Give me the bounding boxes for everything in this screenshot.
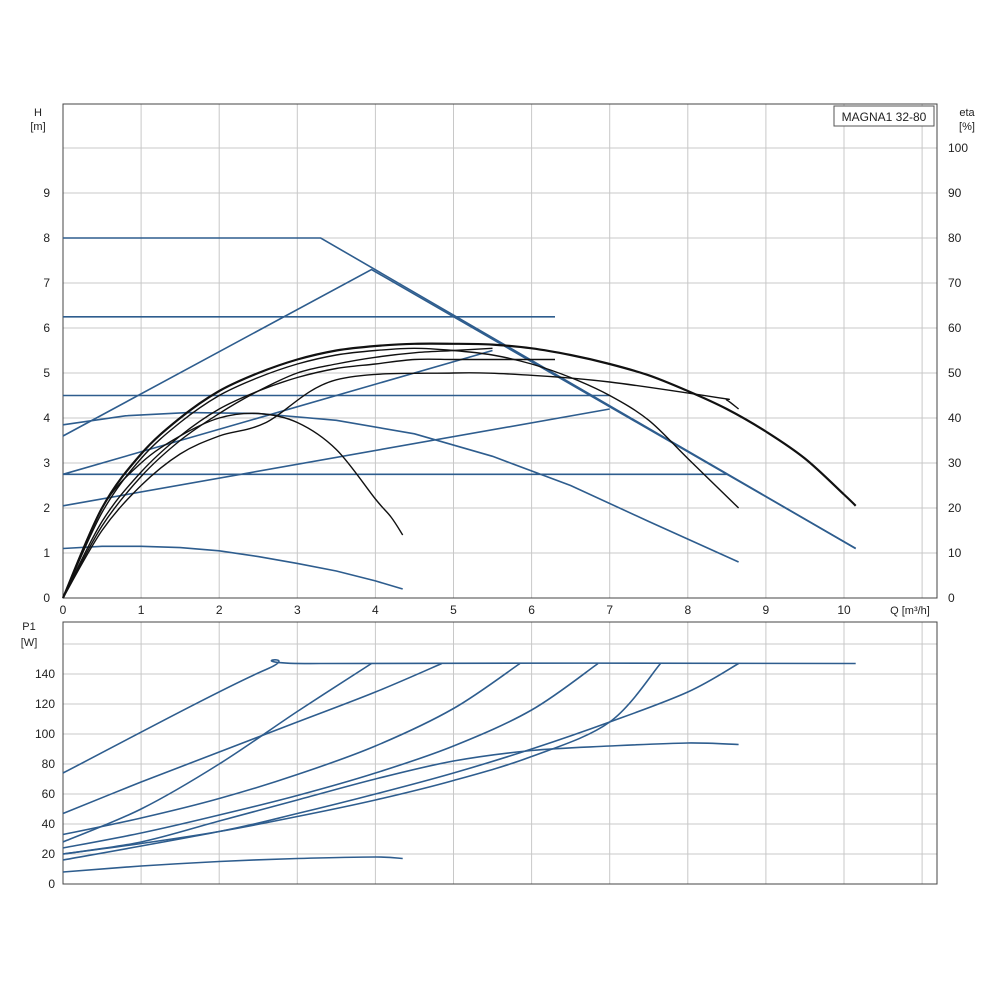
head-curves — [62, 237, 857, 590]
power-axis-title-line2: [W] — [21, 637, 38, 649]
power-curve-4 — [62, 662, 521, 836]
efficiency-curve-5 — [62, 358, 555, 599]
bottom-axis-titles: P1 [W] — [21, 621, 38, 649]
x-tick-label: 1 — [138, 603, 145, 617]
x-tick-label: 8 — [684, 603, 691, 617]
power-tick-label: 60 — [42, 787, 56, 801]
y-left-tick-label: 0 — [43, 591, 50, 605]
head-curve-9 — [62, 545, 403, 590]
y-left-tick-label: 4 — [43, 411, 50, 425]
efficiency-curve-2 — [62, 347, 740, 599]
power-curve-1 — [62, 659, 856, 774]
top-gridlines — [62, 104, 937, 599]
efficiency-curve-4 — [62, 372, 740, 599]
y-right-tick-label: 0 — [948, 591, 955, 605]
y-right-tick-label: 40 — [948, 411, 962, 425]
y-right-tick-label: 100 — [948, 141, 968, 155]
power-tick-label: 20 — [42, 847, 56, 861]
power-plot: 0 20 40 60 80 100 120 140 — [35, 621, 938, 891]
bottom-gridlines — [62, 622, 937, 885]
head-curve-1 — [63, 237, 857, 550]
power-axis-title-line1: P1 — [22, 621, 35, 633]
x-tick-label: 9 — [763, 603, 770, 617]
y-axis-left-title-line1: H — [34, 107, 42, 119]
y-right-tick-label: 60 — [948, 321, 962, 335]
y-right-tick-label: 70 — [948, 276, 962, 290]
power-tick-label: 140 — [35, 667, 55, 681]
top-plot-frame — [62, 103, 938, 599]
y-left-tick-label: 1 — [43, 546, 50, 560]
top-tick-labels: 0 1 2 3 4 5 6 7 8 9 100123456789010203040506070809… — [43, 141, 968, 617]
x-tick-label: 7 — [606, 603, 613, 617]
y-left-tick-label: 7 — [43, 276, 50, 290]
head-curve-6 — [62, 408, 610, 507]
power-tick-label: 80 — [42, 757, 56, 771]
top-axis-titles: H [m] eta [%] Q [m³/h] — [30, 107, 975, 617]
power-curve-5 — [62, 662, 599, 849]
y-axis-right-title-line1: eta — [959, 107, 975, 119]
power-curve-6 — [62, 662, 662, 855]
efficiency-curve-3 — [62, 412, 404, 599]
power-curve-3 — [62, 662, 443, 815]
power-tick-label: 100 — [35, 727, 55, 741]
power-tick-label: 0 — [48, 877, 55, 891]
bottom-plot-frame — [62, 621, 938, 885]
bottom-tick-labels: 0 20 40 60 80 100 120 140 — [35, 667, 55, 891]
head-curve-2 — [62, 268, 857, 550]
x-tick-label: 6 — [528, 603, 535, 617]
x-tick-label: 3 — [294, 603, 301, 617]
power-curves — [62, 659, 856, 873]
x-tick-label: 4 — [372, 603, 379, 617]
y-right-tick-label: 50 — [948, 366, 962, 380]
y-right-tick-label: 80 — [948, 231, 962, 245]
power-tick-label: 40 — [42, 817, 56, 831]
power-curve-9 — [62, 856, 403, 873]
x-tick-label: 0 — [60, 603, 67, 617]
head-curve-4 — [62, 349, 493, 476]
x-axis-title: Q [m³/h] — [890, 605, 930, 617]
y-left-tick-label: 5 — [43, 366, 50, 380]
y-left-tick-label: 8 — [43, 231, 50, 245]
x-tick-label: 5 — [450, 603, 457, 617]
efficiency-curves — [61, 342, 857, 599]
model-label: MAGNA1 32-80 — [842, 110, 927, 124]
y-left-tick-label: 9 — [43, 186, 50, 200]
efficiency-curve-1 — [61, 342, 857, 599]
y-right-tick-label: 10 — [948, 546, 962, 560]
y-left-tick-label: 3 — [43, 456, 50, 470]
y-left-tick-label: 2 — [43, 501, 50, 515]
y-axis-right-title-line2: [%] — [959, 121, 975, 133]
power-tick-label: 120 — [35, 697, 55, 711]
x-tick-label: 10 — [837, 603, 851, 617]
x-tick-label: 2 — [216, 603, 223, 617]
head-efficiency-plot: 0 1 2 3 4 5 6 7 8 9 100123456789010203040506070809… — [43, 103, 968, 617]
y-axis-left-title-line2: [m] — [30, 121, 45, 133]
y-left-tick-label: 6 — [43, 321, 50, 335]
model-label-box: MAGNA1 32-80 — [833, 105, 935, 127]
y-right-tick-label: 20 — [948, 501, 962, 515]
y-right-tick-label: 90 — [948, 186, 962, 200]
y-right-tick-label: 30 — [948, 456, 962, 470]
power-curve-8 — [62, 742, 739, 855]
power-curve-7 — [62, 662, 739, 861]
power-curve-2 — [62, 662, 372, 843]
efficiency-curve-6 — [62, 347, 493, 599]
head-curve-8 — [62, 411, 739, 563]
